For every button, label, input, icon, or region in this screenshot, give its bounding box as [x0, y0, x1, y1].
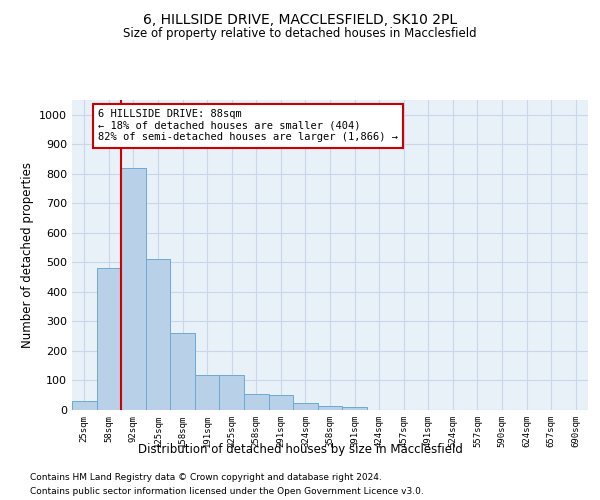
Bar	[293, 402, 318, 410]
Y-axis label: Number of detached properties: Number of detached properties	[20, 162, 34, 348]
Bar	[342, 407, 367, 410]
Text: Contains HM Land Registry data © Crown copyright and database right 2024.: Contains HM Land Registry data © Crown c…	[30, 472, 382, 482]
Bar	[244, 394, 269, 410]
Bar	[97, 268, 121, 410]
Bar	[121, 168, 146, 410]
Text: 6, HILLSIDE DRIVE, MACCLESFIELD, SK10 2PL: 6, HILLSIDE DRIVE, MACCLESFIELD, SK10 2P…	[143, 12, 457, 26]
Text: Size of property relative to detached houses in Macclesfield: Size of property relative to detached ho…	[123, 28, 477, 40]
Bar	[72, 401, 97, 410]
Bar	[220, 374, 244, 410]
Bar	[318, 406, 342, 410]
Bar	[146, 260, 170, 410]
Bar	[195, 374, 220, 410]
Text: 6 HILLSIDE DRIVE: 88sqm
← 18% of detached houses are smaller (404)
82% of semi-d: 6 HILLSIDE DRIVE: 88sqm ← 18% of detache…	[98, 110, 398, 142]
Bar	[170, 333, 195, 410]
Text: Distribution of detached houses by size in Macclesfield: Distribution of detached houses by size …	[137, 442, 463, 456]
Bar	[269, 395, 293, 410]
Text: Contains public sector information licensed under the Open Government Licence v3: Contains public sector information licen…	[30, 488, 424, 496]
